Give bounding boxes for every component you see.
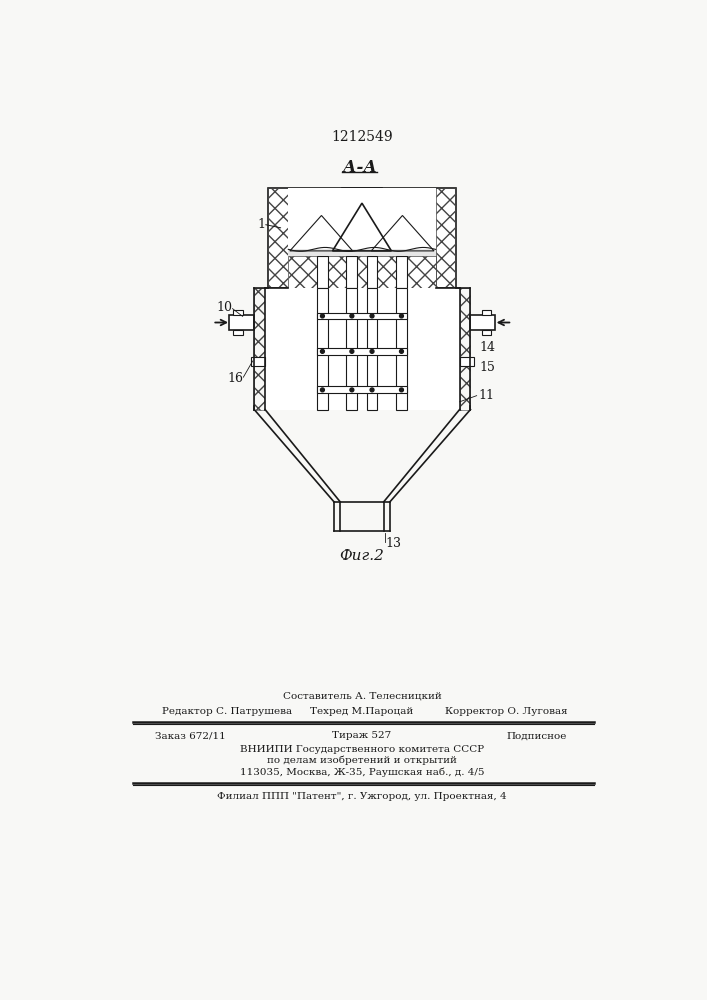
Text: 1212549: 1212549 xyxy=(331,130,393,144)
Circle shape xyxy=(399,388,404,392)
Circle shape xyxy=(350,349,354,353)
Text: Тираж 527: Тираж 527 xyxy=(332,732,392,740)
Text: 11: 11 xyxy=(478,389,494,402)
Polygon shape xyxy=(230,315,255,330)
Text: 15: 15 xyxy=(480,361,496,374)
Circle shape xyxy=(320,349,325,353)
Circle shape xyxy=(350,314,354,318)
Circle shape xyxy=(370,349,374,353)
Circle shape xyxy=(399,349,404,353)
Text: Редактор С. Патрушева: Редактор С. Патрушева xyxy=(162,707,292,716)
Polygon shape xyxy=(396,288,407,410)
Text: ВНИИПИ Государственного комитета СССР: ВНИИПИ Государственного комитета СССР xyxy=(240,745,484,754)
Circle shape xyxy=(350,388,354,392)
Text: 13: 13 xyxy=(385,537,401,550)
Polygon shape xyxy=(482,330,491,335)
Polygon shape xyxy=(233,330,243,335)
Polygon shape xyxy=(317,288,328,410)
Text: Техред М.Пароцай: Техред М.Пароцай xyxy=(310,707,414,716)
Polygon shape xyxy=(346,256,357,288)
Text: 16: 16 xyxy=(228,372,244,385)
Polygon shape xyxy=(288,249,436,256)
Circle shape xyxy=(370,314,374,318)
Polygon shape xyxy=(317,256,328,288)
Circle shape xyxy=(320,314,325,318)
Polygon shape xyxy=(317,386,407,393)
Text: 113035, Москва, Ж-35, Раушская наб., д. 4/5: 113035, Москва, Ж-35, Раушская наб., д. … xyxy=(240,767,484,777)
Polygon shape xyxy=(470,315,495,330)
Polygon shape xyxy=(265,288,460,410)
Circle shape xyxy=(370,388,374,392)
Text: Составитель А. Телесницкий: Составитель А. Телесницкий xyxy=(283,691,441,700)
Circle shape xyxy=(320,388,325,392)
Text: по делам изобретений и открытий: по делам изобретений и открытий xyxy=(267,756,457,765)
Polygon shape xyxy=(341,188,382,200)
Text: 1: 1 xyxy=(257,218,265,231)
Polygon shape xyxy=(251,357,265,366)
Polygon shape xyxy=(460,357,474,366)
Polygon shape xyxy=(367,256,378,288)
Text: Филиал ППП "Патент", г. Ужгород, ул. Проектная, 4: Филиал ППП "Патент", г. Ужгород, ул. Про… xyxy=(217,792,507,801)
Polygon shape xyxy=(482,310,491,315)
Polygon shape xyxy=(288,188,436,288)
Text: Корректор О. Луговая: Корректор О. Луговая xyxy=(445,707,567,716)
Polygon shape xyxy=(233,310,243,315)
Polygon shape xyxy=(396,256,407,288)
Text: 10: 10 xyxy=(217,301,233,314)
Text: Фиг.2: Фиг.2 xyxy=(339,549,385,563)
Polygon shape xyxy=(346,288,357,410)
Text: 14: 14 xyxy=(480,341,496,354)
Polygon shape xyxy=(317,312,407,319)
Polygon shape xyxy=(317,348,407,355)
Polygon shape xyxy=(367,288,378,410)
Text: Подписное: Подписное xyxy=(507,732,567,740)
Text: А-А: А-А xyxy=(343,159,377,176)
Text: Заказ 672/11: Заказ 672/11 xyxy=(155,732,226,740)
Circle shape xyxy=(399,314,404,318)
Polygon shape xyxy=(268,188,456,288)
